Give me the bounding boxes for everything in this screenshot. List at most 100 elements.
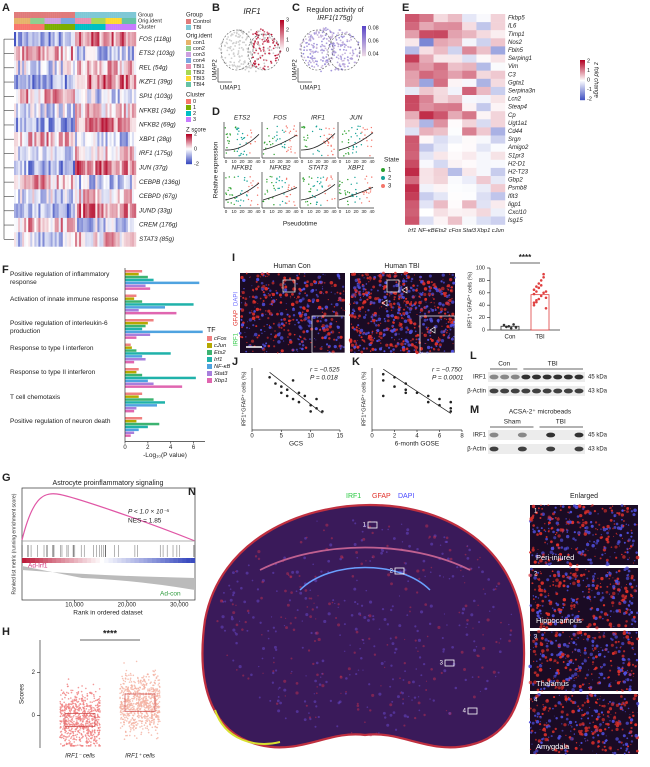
annotation-cell (66, 18, 70, 24)
cell-dot (132, 724, 134, 727)
cell-dot (65, 716, 68, 718)
heatmap-cell (115, 46, 118, 61)
colorbar (580, 89, 585, 91)
annotation-cell (42, 12, 45, 18)
annotation-cell (101, 18, 104, 24)
colorbar (580, 63, 585, 65)
heatmap-cell (81, 175, 84, 190)
cell-dot (250, 43, 253, 46)
heatmap-cell (123, 132, 127, 147)
signal (254, 295, 258, 299)
cell-dot (329, 35, 332, 38)
colorbar (580, 77, 585, 79)
heatmap-cell (40, 217, 43, 233)
cell-dot (305, 201, 307, 203)
heatmap-cell (490, 167, 506, 177)
cell-dot (343, 57, 346, 60)
cell-dot (130, 674, 132, 676)
cell-dot (72, 732, 75, 735)
heatmap-cell (85, 89, 88, 104)
colorbar (186, 153, 192, 155)
cell-dot (305, 139, 307, 141)
cell-dot (250, 129, 252, 131)
colorbar-tick: 0 (286, 47, 289, 53)
cell-dot (359, 198, 361, 200)
signal (294, 324, 296, 326)
cell-dot (69, 730, 72, 732)
heatmap-cell (419, 151, 434, 160)
cell-dot (267, 47, 270, 50)
x-tick-label: 20,000 (118, 603, 137, 609)
cell-dot (230, 188, 232, 190)
heatmap-cell (30, 217, 33, 233)
heatmap-cell (123, 89, 127, 104)
heatmap-cell (117, 217, 120, 233)
plot-frame (21, 487, 196, 601)
heatmap-cell (95, 203, 98, 219)
cell-dot (146, 720, 148, 722)
cell-dot (250, 132, 253, 134)
heatmap-cell (34, 132, 37, 147)
cell-dot (129, 698, 132, 701)
cell-dot (73, 737, 75, 740)
heatmap-cell (476, 216, 491, 225)
cell-dot (313, 57, 316, 60)
cell-dot (279, 138, 281, 140)
cell-dot (262, 36, 265, 39)
colorbar (186, 152, 192, 154)
annotation-cell (113, 24, 116, 30)
heatmap-cell (462, 38, 477, 47)
heatmap-cell (129, 32, 133, 47)
heatmap-cell (34, 46, 37, 61)
heatmap-cell (405, 127, 420, 136)
colorbar (186, 140, 192, 142)
heatmap-cell (26, 203, 29, 219)
bar (125, 336, 137, 339)
heatmap-cell (462, 135, 477, 144)
heatmap-cell (77, 217, 80, 233)
signal (336, 325, 339, 328)
signal (383, 317, 386, 320)
annotation-cell (38, 12, 41, 18)
cell-dot (92, 709, 95, 712)
heatmap-cell (70, 203, 74, 219)
heatmap-cell (24, 103, 27, 118)
heatmap-cell (123, 217, 127, 233)
annotation-cell (107, 18, 110, 24)
cell-dot (149, 682, 152, 684)
cell-dot (277, 53, 280, 56)
heatmap-cell (14, 32, 17, 47)
signal (337, 347, 338, 349)
heatmap-cell (83, 46, 86, 61)
cell-dot (233, 64, 236, 67)
heatmap-cell (111, 132, 114, 147)
heatmap-cell (125, 103, 129, 118)
heatmap-cell (34, 160, 37, 176)
rank-strip (177, 558, 183, 563)
cell-dot (243, 60, 246, 63)
label: 2 (193, 111, 196, 117)
cell-dot (137, 680, 140, 683)
cell-dot (87, 734, 90, 737)
bar (125, 360, 135, 364)
signal (416, 284, 419, 287)
signal (296, 298, 298, 300)
cell-dot (266, 191, 269, 193)
cell-dot (308, 190, 310, 193)
heatmap-cell (433, 192, 449, 201)
signal (262, 291, 265, 294)
cell-dot (355, 151, 358, 153)
heatmap-cell (24, 175, 27, 190)
cell-dot (338, 36, 341, 39)
cell-dot (67, 703, 70, 706)
rank-strip (125, 558, 131, 563)
heatmap-cell (81, 217, 84, 233)
heatmap-cell (64, 60, 68, 76)
cell-dot (346, 56, 349, 59)
cell-dot (242, 63, 245, 66)
heatmap-cell (58, 203, 61, 219)
cell-dot (75, 705, 77, 708)
cell-dot (76, 706, 78, 709)
heatmap-cell (93, 46, 96, 61)
signal (365, 333, 367, 335)
